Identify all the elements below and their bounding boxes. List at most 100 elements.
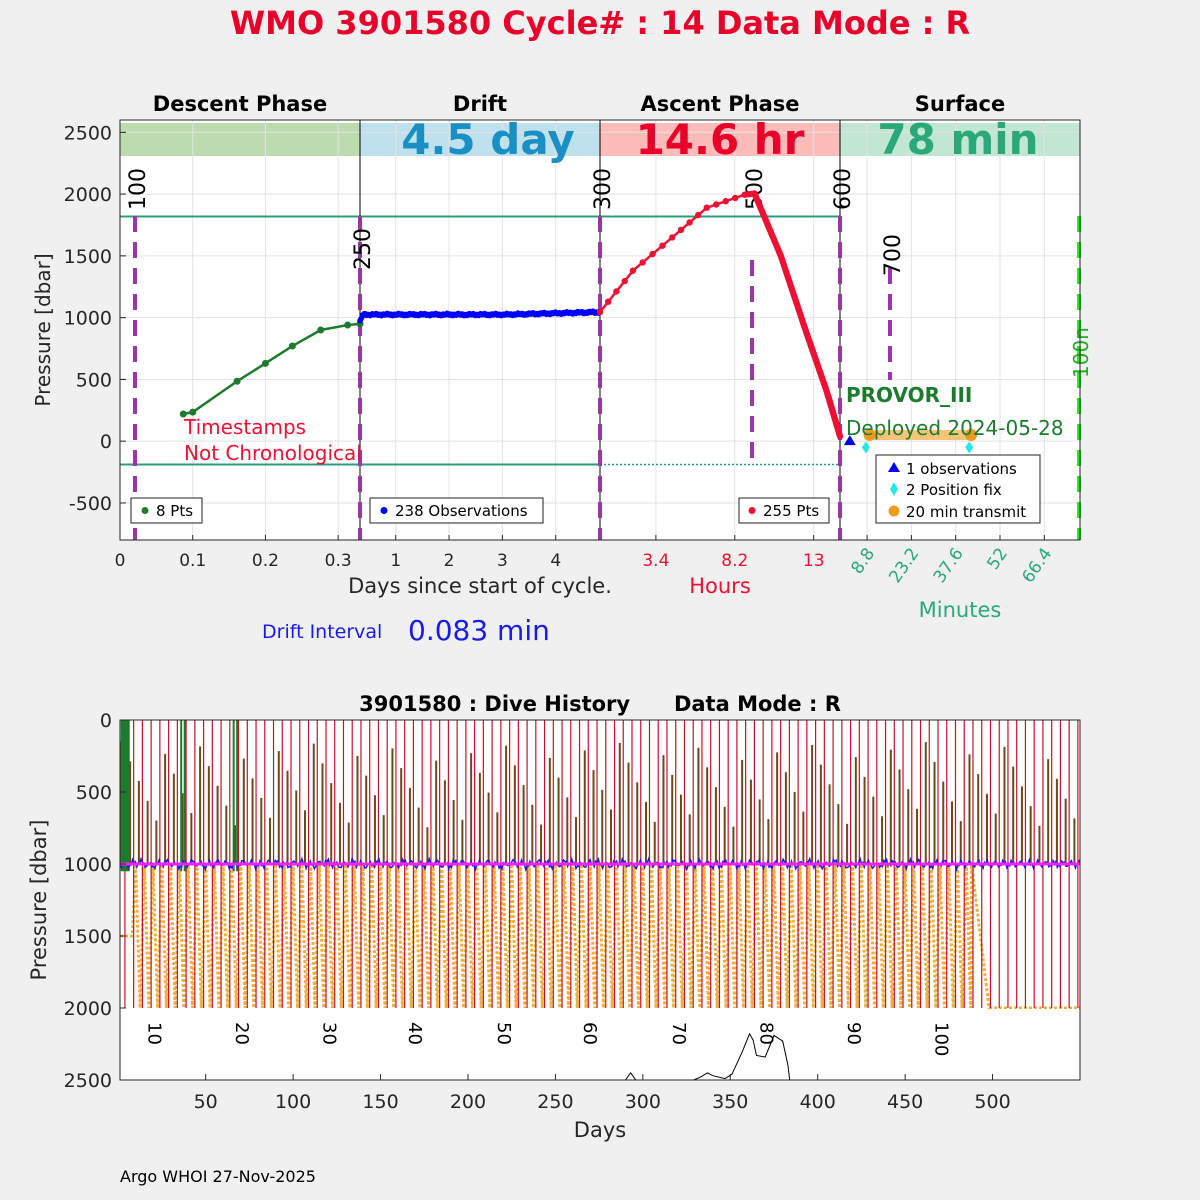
ascent-point — [629, 267, 637, 274]
top-ylabel: Pressure [dbar] — [31, 253, 55, 406]
x-tick-label: 200 — [450, 1091, 486, 1113]
descent-point — [317, 326, 325, 334]
cycle-label: 90 — [843, 1022, 864, 1045]
surface-legend: 1 observations 2 Position fix 20 min tra… — [875, 454, 1041, 524]
drift-line — [359, 309, 601, 322]
descent-point — [261, 359, 269, 367]
marker-label-100: 100 — [126, 168, 151, 210]
timestamp-warning-line2: Not Chronological — [184, 441, 362, 465]
x-tick-label: 4 — [550, 551, 561, 571]
ascent-point — [722, 198, 729, 205]
x-tick-label: 100 — [275, 1091, 311, 1113]
descent-legend: 8 Pts — [130, 497, 203, 524]
ascent-point — [732, 194, 739, 202]
descent-point — [233, 377, 241, 385]
drift-legend-label: 238 Observations — [395, 502, 528, 520]
legend-position-fix: 2 Position fix — [906, 481, 1002, 499]
ascent-duration: 14.6 hr — [636, 115, 805, 164]
footer-credit: Argo WHOI 27-Nov-2025 — [120, 1167, 316, 1186]
ascent-point — [713, 201, 720, 208]
marker-label-700: 700 — [881, 234, 906, 276]
legend-transmit: 20 min transmit — [906, 503, 1026, 521]
x-tick-label: 8.2 — [721, 551, 748, 571]
cycle-label: 60 — [579, 1022, 600, 1045]
dive-history-chart: 3901580 : Dive History Data Mode : R 10 2… — [27, 692, 1081, 1142]
y-tick-label: 2000 — [64, 998, 112, 1020]
marker-label-end: 100n — [1069, 327, 1093, 378]
y-tick-label: 1500 — [64, 926, 112, 948]
position-fix — [965, 441, 974, 454]
descent-xlabel: Days since start of cycle. — [348, 574, 612, 598]
x-tick-label: 450 — [887, 1091, 923, 1113]
phase-title-drift: Drift — [453, 92, 507, 116]
legend-observations: 1 observations — [906, 460, 1017, 478]
ascent-point — [695, 211, 702, 219]
drift-legend: 238 Observations — [369, 497, 544, 524]
ascent-legend: 255 Pts — [738, 497, 830, 524]
ascent-point — [669, 234, 676, 241]
cycle-profile-chart: Descent Phase Drift Ascent Phase Surface… — [31, 92, 1093, 647]
x-tick-label: 8.8 — [847, 544, 879, 578]
history-axes: 0 500 1000 1500 2000 2500 50 100 150 200 250 300 350… — [64, 710, 1081, 1113]
y-tick-label: 2500 — [64, 1070, 112, 1092]
phase-title-descent: Descent Phase — [153, 92, 327, 116]
figure-title: WMO 3901580 Cycle# : 14 Data Mode : R — [230, 4, 970, 42]
cycle-label: 40 — [404, 1022, 425, 1045]
cycle-label: 100 — [930, 1022, 951, 1056]
x-tick-label: 400 — [800, 1091, 836, 1113]
ascent-point — [659, 242, 666, 249]
timestamp-warning-line1: Timestamps — [183, 415, 306, 439]
position-fix — [861, 441, 870, 454]
cycle-label: 30 — [318, 1022, 339, 1045]
y-tick-label: -500 — [69, 493, 112, 515]
ascent-point — [649, 250, 656, 258]
drift-band — [360, 123, 600, 156]
x-tick-label: 50 — [194, 1091, 218, 1113]
cycle-label: 10 — [143, 1022, 164, 1045]
surface-observation — [843, 435, 856, 446]
y-tick-label: 2000 — [64, 184, 112, 206]
history-ylabel: Pressure [dbar] — [27, 820, 51, 981]
label-area — [121, 1009, 1079, 1079]
descent-legend-label: 8 Pts — [156, 502, 193, 520]
surface-xlabel: Minutes — [919, 598, 1002, 622]
descent-point — [344, 321, 352, 329]
x-tick-label: 23.2 — [885, 544, 923, 586]
ascent-point — [677, 226, 685, 234]
x-tick-label: 250 — [537, 1091, 573, 1113]
x-tick-label: 37.6 — [930, 544, 968, 586]
ascent-point — [621, 277, 628, 285]
descent-series — [179, 320, 364, 418]
x-tick-label: 66.4 — [1018, 544, 1056, 586]
x-tick-label: 52 — [983, 544, 1012, 573]
cycle-label: 20 — [231, 1022, 252, 1045]
history-profile-line — [120, 863, 1080, 1010]
float-model: PROVOR_III — [846, 383, 972, 407]
ascent-band — [600, 123, 840, 156]
history-extra-curve — [693, 1032, 791, 1081]
ascent-series — [596, 190, 844, 440]
transmit-end — [965, 429, 978, 441]
ascent-point — [596, 308, 604, 316]
marker-label-300: 300 — [591, 168, 616, 210]
x-tick-label: 3.4 — [642, 551, 669, 571]
marker-label-250: 250 — [351, 228, 376, 270]
descent-point — [288, 342, 296, 350]
x-tick-label: 150 — [362, 1091, 398, 1113]
x-tick-label: 3 — [497, 551, 508, 571]
history-extra-curve — [624, 1071, 637, 1081]
x-tick-label: 0 — [115, 551, 126, 571]
descent-band — [120, 123, 360, 156]
surface-band — [840, 123, 1080, 156]
phase-title-ascent: Ascent Phase — [641, 92, 800, 116]
descent-line — [183, 322, 361, 416]
ascent-point — [686, 219, 693, 226]
drift-interval-label: Drift Interval — [262, 621, 382, 643]
drift-series — [357, 308, 603, 324]
y-tick-label: 1000 — [64, 854, 112, 876]
y-tick-label: 0 — [100, 710, 112, 732]
surface-series — [843, 429, 978, 454]
y-tick-label: 1000 — [64, 308, 112, 330]
x-tick-label: 300 — [625, 1091, 661, 1113]
